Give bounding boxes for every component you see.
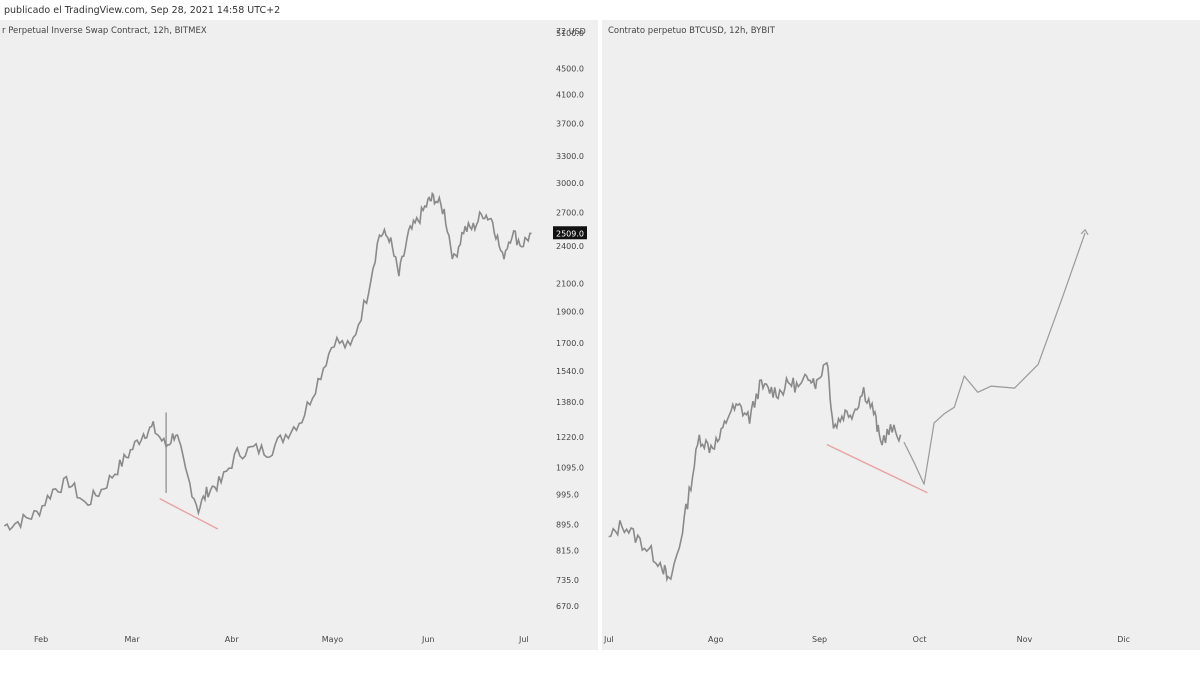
x-tick-label: Dic — [1117, 635, 1130, 644]
chart-left-svg[interactable]: 670.0 735.0 815.0 895.0 995.0 1095.0 1220.0 138… — [0, 20, 598, 650]
y-tick-label: 815.0 — [556, 547, 579, 556]
x-tick-label: Mar — [125, 635, 141, 644]
x-tick-label: Ago — [708, 635, 724, 644]
x-tick-label: Abr — [225, 635, 240, 644]
y-tick-label: 735.0 — [556, 576, 579, 585]
y-tick-label: 1540.0 — [556, 367, 584, 376]
y-tick-label: 4500.0 — [556, 64, 584, 73]
y-tick-label: 1700.0 — [556, 339, 584, 348]
footer-bar — [0, 650, 1200, 675]
x-tick-label: Sep — [812, 635, 827, 644]
y-tick-label: 1380.0 — [556, 398, 584, 407]
y-tick-label: 5100.0 — [556, 29, 584, 38]
y-tick-label: 1900.0 — [556, 308, 584, 317]
y-tick-label: 1220.0 — [556, 433, 584, 442]
y-tick-label: 3000.0 — [556, 179, 584, 188]
y-tick-label: 995.0 — [556, 490, 579, 499]
price-series-line — [608, 361, 902, 583]
last-price-badge — [553, 226, 587, 240]
panel-divider[interactable] — [598, 20, 602, 650]
chart-panel-left[interactable]: 670.0 735.0 815.0 895.0 995.0 1095.0 1220.0 138… — [0, 20, 598, 650]
x-tick-label: Jul — [603, 635, 614, 644]
divergence-trendline[interactable] — [826, 443, 928, 494]
y-tick-label: 1095.0 — [556, 463, 584, 472]
y-tick-label: 2700.0 — [556, 209, 584, 218]
chart-title-left: r Perpetual Inverse Swap Contract, 12h, … — [2, 26, 207, 36]
y-tick-label: 895.0 — [556, 520, 579, 529]
y-tick-label: 3300.0 — [556, 152, 584, 161]
y-tick-label: 2100.0 — [556, 279, 584, 288]
x-tick-label: Feb — [34, 635, 48, 644]
y-tick-label: 3700.0 — [556, 120, 584, 129]
x-tick-label: Oct — [913, 635, 927, 644]
chart-title-right: Contrato perpetuo BTCUSD, 12h, BYBIT — [608, 26, 775, 36]
y-unit-label: 72 USD — [556, 27, 586, 36]
publish-info: publicado el TradingView.com, Sep 28, 20… — [4, 5, 281, 16]
header-bar: publicado el TradingView.com, Sep 28, 20… — [0, 0, 1200, 20]
x-tick-label: Nov — [1017, 635, 1033, 644]
x-tick-label: Jun — [421, 635, 435, 644]
chart-right-svg[interactable]: Jul Ago Sep Oct Nov Dic — [602, 20, 1200, 650]
x-tick-label: Jul — [518, 635, 529, 644]
projection-path[interactable] — [903, 232, 1086, 485]
y-tick-label: 670.0 — [556, 602, 579, 611]
y-tick-label: 4100.0 — [556, 91, 584, 100]
x-tick-label: Mayo — [322, 635, 344, 644]
last-price-label: 2509.0 — [556, 229, 584, 238]
chart-panel-right[interactable]: Jul Ago Sep Oct Nov Dic Contrato perpetuo BTC… — [602, 20, 1200, 650]
projection-arrowhead — [1080, 228, 1089, 236]
divergence-trendline[interactable] — [159, 498, 219, 530]
y-tick-label: 2400.0 — [556, 242, 584, 251]
price-series-line — [3, 191, 532, 532]
